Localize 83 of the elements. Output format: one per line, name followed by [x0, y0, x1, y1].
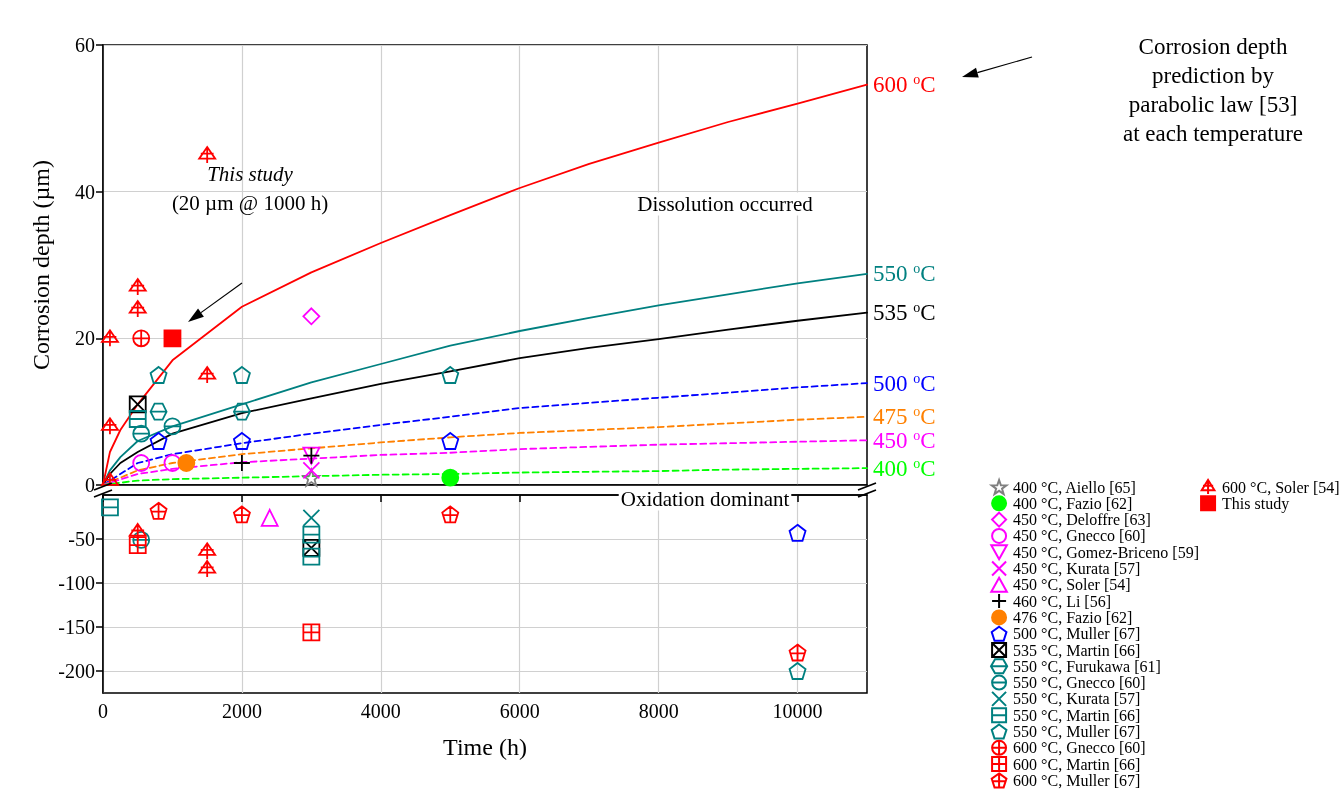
legend-label: 550 °C, Martin [66] — [1013, 706, 1141, 724]
annotation: This study (20 µm @ 1000 h) — [171, 161, 329, 215]
point — [128, 278, 147, 296]
legend-label: 400 °C, Aiello [65] — [1013, 478, 1136, 496]
point — [177, 454, 196, 472]
y-tick-label: 0 — [85, 474, 95, 496]
point — [788, 643, 807, 662]
legend-label: 550 °C, Muller [67] — [1013, 723, 1141, 740]
point — [163, 454, 182, 472]
point — [101, 498, 119, 517]
y-tick-label: -150 — [58, 616, 95, 638]
y-tick-label: 40 — [75, 180, 95, 203]
point — [441, 468, 460, 487]
y-axis-title: Corrosion depth (µm) — [28, 160, 54, 370]
x-tick-label: 6000 — [499, 700, 540, 722]
x-tick-label: 8000 — [638, 700, 679, 722]
point — [302, 461, 321, 480]
point — [233, 402, 251, 421]
legend-label: 600 °C, Martin [66] — [1013, 755, 1141, 773]
point — [101, 417, 119, 436]
point — [163, 417, 182, 436]
point — [128, 536, 147, 555]
annotation: Oxidation dominant — [620, 487, 790, 511]
x-axis-title: Time (h) — [443, 734, 527, 760]
point — [198, 146, 217, 164]
point — [149, 432, 168, 450]
legend-label: 400 °C, Fazio [62] — [1013, 494, 1133, 512]
x-tick-label: 2000 — [221, 700, 262, 722]
point — [149, 501, 168, 520]
point — [132, 454, 151, 472]
annotation: Dissolution occurred — [637, 192, 814, 216]
y-tick-label: 20 — [75, 327, 95, 350]
point — [441, 505, 460, 524]
legend-label: This study — [1222, 494, 1290, 513]
y-tick-label: -100 — [58, 572, 95, 594]
x-tick-label: 10000 — [772, 700, 823, 722]
point — [441, 432, 460, 450]
legend-label: 500 °C, Muller [67] — [1013, 625, 1141, 643]
point — [128, 523, 147, 541]
point — [128, 410, 147, 428]
point — [302, 623, 321, 642]
legend-label: 550 °C, Furukawa [61] — [1013, 657, 1161, 675]
point — [128, 300, 147, 318]
point — [788, 523, 807, 542]
legend-label: 550 °C, Gnecco [60] — [1013, 674, 1146, 692]
legend-label: 460 °C, Li [56] — [1013, 592, 1112, 610]
point — [260, 508, 279, 527]
legend-label: 476 °C, Fazio [62] — [1013, 608, 1133, 626]
point — [302, 538, 321, 557]
legend-label: 600 °C, Soler [54] — [1222, 478, 1340, 496]
legend-label: 450 °C, Gnecco [60] — [1013, 527, 1146, 545]
point — [198, 542, 217, 561]
x-tick-label: 4000 — [360, 700, 401, 722]
legend-label: 600 °C, Muller [67] — [1013, 771, 1141, 789]
text: Corrosion depth prediction by parabolic law [53] at each temperature — [1122, 34, 1304, 146]
y-tick-label: 60 — [75, 34, 95, 56]
point — [233, 366, 251, 384]
point — [132, 531, 151, 549]
legend-label: 450 °C, Gomez-Briceno [59] — [1013, 543, 1199, 561]
legend-label: 600 °C, Gnecco [60] — [1013, 739, 1146, 757]
legend-label: 450 °C, Kurata [57] — [1013, 560, 1141, 577]
legend-label: 550 °C, Kurata [57] — [1013, 690, 1141, 708]
legend-label: 450 °C, Soler [54] — [1013, 576, 1131, 594]
point — [302, 547, 321, 566]
y-tick-label: -200 — [58, 660, 95, 682]
point — [441, 366, 460, 384]
y-tick-label: -50 — [68, 528, 95, 550]
point — [149, 366, 168, 384]
point — [149, 402, 168, 421]
point — [788, 662, 807, 680]
legend-label: 535 °C, Martin [66] — [1013, 641, 1141, 659]
point — [128, 395, 147, 414]
point — [132, 424, 151, 443]
point — [163, 329, 182, 348]
point — [302, 468, 321, 487]
point — [132, 329, 151, 348]
point — [198, 560, 217, 578]
point — [101, 329, 119, 348]
legend-label: 450 °C, Deloffre [63] — [1013, 511, 1151, 529]
point — [198, 366, 217, 384]
point — [233, 432, 251, 450]
point — [302, 307, 321, 326]
point — [233, 505, 251, 524]
